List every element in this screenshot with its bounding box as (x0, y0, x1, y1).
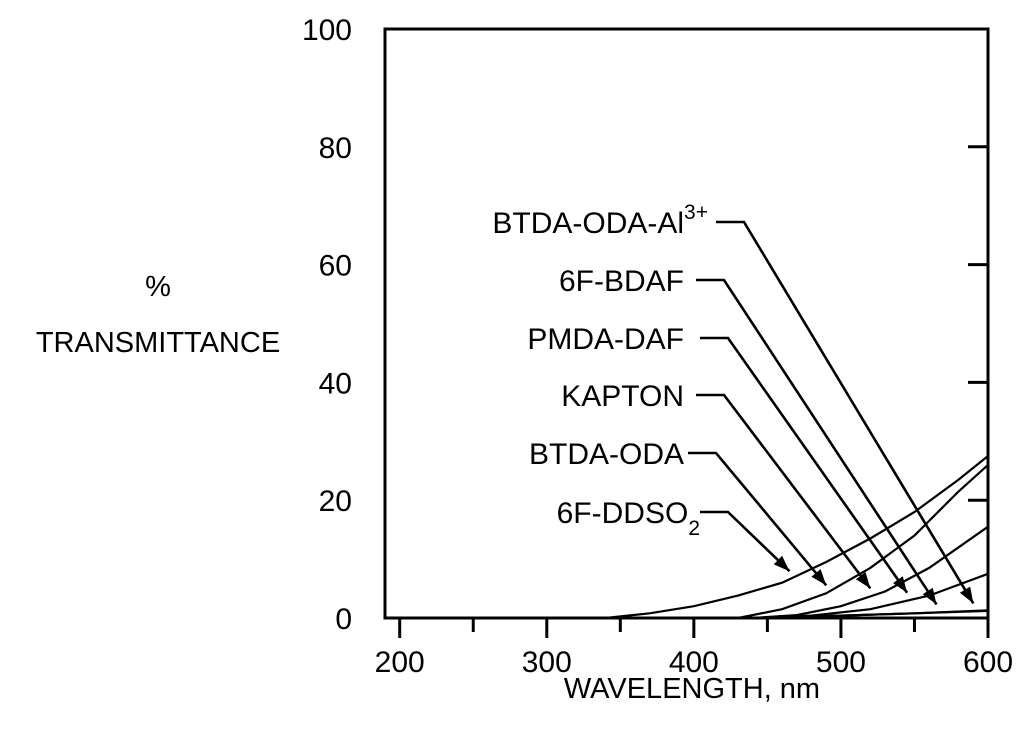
arrowhead-3 (855, 572, 871, 589)
plot-frame (383, 27, 990, 620)
arrowhead-5 (773, 555, 790, 572)
series-label-1: 6F-BDAF (559, 265, 684, 298)
x-axis-ticks: 200 300 400 500 600 (375, 618, 1013, 679)
series-label-2: PMDA-DAF (527, 323, 684, 356)
y-axis-label-line-1: % (145, 271, 171, 303)
x-tick-label: 400 (669, 646, 719, 679)
leader-line-3 (696, 393, 872, 590)
leader-line-4 (688, 451, 828, 587)
x-tick-label: 500 (816, 646, 866, 679)
x-tick-label: 300 (522, 646, 572, 679)
y-tick-label: 60 (319, 250, 352, 283)
y-tick-label: 100 (302, 14, 352, 47)
y-tick-label: 80 (319, 132, 352, 165)
y-tick-label: 0 (335, 603, 352, 636)
series-label-5: 6F-DDSO2 (557, 497, 700, 540)
x-tick-label: 600 (963, 646, 1013, 679)
series-line-5 (605, 455, 989, 620)
series-line-4 (737, 464, 989, 620)
leader-line-5 (700, 510, 791, 573)
arrowhead-2 (893, 576, 908, 593)
x-tick-label: 200 (375, 646, 425, 679)
y-axis-ticks: 0 20 40 60 80 100 (302, 14, 988, 636)
y-tick-label: 20 (319, 485, 352, 518)
leader-line-0 (716, 220, 975, 605)
arrowhead-4 (811, 569, 827, 586)
y-axis-label-line-2: TRANSMITTANCE (36, 327, 280, 359)
arrowhead-1 (922, 587, 937, 605)
arrowhead-0 (959, 586, 974, 604)
leader-line-1 (696, 278, 938, 606)
y-tick-label: 40 (319, 367, 352, 400)
leader-line-2 (700, 336, 909, 594)
series-labels: BTDA-ODA-Al3+ 6F-BDAF PMDA-DAF KAPTON BTDA-O… (492, 201, 708, 540)
series-label-3: KAPTON (561, 380, 684, 413)
series-label-0: BTDA-ODA-Al3+ (492, 201, 708, 240)
series-line-3 (752, 525, 989, 620)
series-leader-lines (688, 220, 975, 606)
series-label-4: BTDA-ODA (529, 438, 684, 471)
x-axis-label: WAVELENGTH, nm (564, 673, 820, 705)
series-lines (605, 455, 989, 620)
